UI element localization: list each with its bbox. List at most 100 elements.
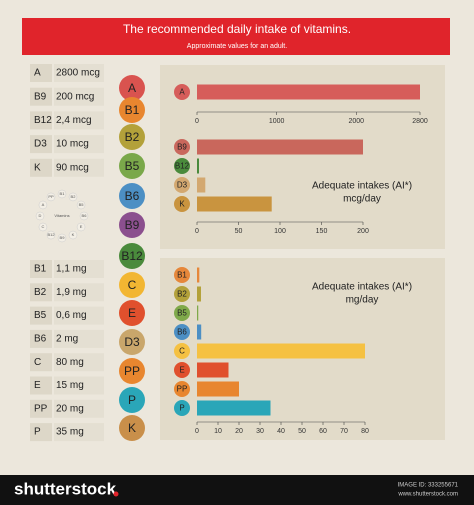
vitamin-circle-label: K xyxy=(128,421,136,435)
table-label: C xyxy=(34,357,41,368)
table-label-cell xyxy=(30,158,52,177)
table-label-cell xyxy=(30,64,52,82)
wheel-dot xyxy=(68,192,78,202)
category-circle xyxy=(174,177,190,193)
table-label: D3 xyxy=(34,139,47,150)
category-circle xyxy=(174,84,190,100)
category-label: B6 xyxy=(177,328,187,337)
table-value-cell xyxy=(54,111,104,130)
vitamin-circle xyxy=(119,358,145,384)
table-value-cell xyxy=(54,87,104,106)
table-label: B9 xyxy=(34,91,47,102)
category-label: D3 xyxy=(177,181,188,190)
table-label-cell xyxy=(30,87,52,106)
wheel-dot xyxy=(57,189,67,199)
bar xyxy=(197,305,199,321)
table-value-cell xyxy=(54,306,104,325)
wheel-label: C xyxy=(42,224,45,229)
header-title: The recommended daily intake of vitamins… xyxy=(123,22,351,36)
wheel-center: Vitamins xyxy=(54,213,69,218)
table-label: B2 xyxy=(34,287,47,298)
x-tick-label: 20 xyxy=(235,428,243,435)
wheel-label: B2 xyxy=(71,194,77,199)
bar xyxy=(197,177,206,193)
table-value-cell xyxy=(54,283,104,302)
table-value: 1,1 mg xyxy=(56,264,87,275)
x-tick-label: 50 xyxy=(235,228,243,235)
bar xyxy=(197,267,200,283)
vitamin-circle xyxy=(119,387,145,413)
vitamin-circle-label: PP xyxy=(124,364,140,378)
table-value-cell xyxy=(54,399,104,418)
category-circle xyxy=(174,305,190,321)
x-tick-label: 30 xyxy=(256,428,264,435)
footer-site: www.shutterstock.com xyxy=(397,492,458,498)
vitamin-circle xyxy=(119,212,145,238)
vitamin-circle-label: B2 xyxy=(125,130,140,144)
bar xyxy=(197,400,271,416)
table-label-cell xyxy=(30,283,52,302)
table-value: 1,9 mg xyxy=(56,287,87,298)
x-tick-label: 2000 xyxy=(348,118,364,125)
x-tick-label: 70 xyxy=(340,428,348,435)
table-label-cell xyxy=(30,111,52,130)
table-value-cell xyxy=(54,329,104,348)
table-label: P xyxy=(34,427,41,438)
vitamin-circle-label: E xyxy=(128,306,136,320)
wheel-dot xyxy=(46,192,56,202)
wheel-dot xyxy=(76,200,86,210)
bar xyxy=(197,158,199,174)
category-label: B12 xyxy=(175,162,190,171)
category-circle xyxy=(174,139,190,155)
category-label: B5 xyxy=(177,309,187,318)
category-circle xyxy=(174,324,190,340)
table-value: 2,4 mcg xyxy=(56,115,92,126)
category-label: E xyxy=(179,366,184,375)
table-label: B6 xyxy=(34,334,47,345)
category-label: B2 xyxy=(177,290,187,299)
bar xyxy=(197,196,272,212)
vitamin-circle xyxy=(119,300,145,326)
category-label: A xyxy=(179,88,185,97)
x-tick-label: 50 xyxy=(298,428,306,435)
wheel-dot xyxy=(38,222,48,232)
annotation: Adequate intakes (AI*) xyxy=(312,282,412,293)
table-value-cell xyxy=(54,158,104,177)
table-label-cell xyxy=(30,260,52,278)
annotation: mcg/day xyxy=(343,194,381,205)
x-tick-label: 100 xyxy=(274,228,286,235)
header-banner xyxy=(22,18,450,55)
panel xyxy=(160,65,445,141)
x-tick-label: 60 xyxy=(319,428,327,435)
wheel-dot xyxy=(57,233,67,243)
wheel-label: B9 xyxy=(60,235,66,240)
vitamin-circle-label: B5 xyxy=(125,159,140,173)
x-tick-label: 1000 xyxy=(269,118,285,125)
x-tick-label: 0 xyxy=(195,118,199,125)
table-label-cell xyxy=(30,399,52,418)
vitamin-circle-label: B6 xyxy=(125,189,140,203)
table-value: 10 mcg xyxy=(56,139,89,150)
table-value: 80 mg xyxy=(56,357,84,368)
table-label: A xyxy=(34,68,41,79)
wheel-label: K xyxy=(72,232,75,237)
table-label: B1 xyxy=(34,264,47,275)
wheel-dot xyxy=(79,211,89,221)
vitamin-circle-label: B12 xyxy=(121,249,143,263)
table-value: 0,6 mg xyxy=(56,310,87,321)
category-label: C xyxy=(179,347,185,356)
table-label: K xyxy=(34,162,41,173)
category-circle xyxy=(174,400,190,416)
x-tick-label: 2800 xyxy=(412,118,428,125)
table-value: 2800 mcg xyxy=(56,68,100,79)
vitamin-circle xyxy=(119,183,145,209)
wheel-dot xyxy=(46,230,56,240)
wheel-label: B5 xyxy=(79,202,85,207)
x-tick-label: 150 xyxy=(316,228,328,235)
vitamin-circle-label: D3 xyxy=(124,335,140,349)
category-circle xyxy=(174,362,190,378)
header-subtitle: Approximate values for an adult. xyxy=(187,43,287,50)
x-tick-label: 80 xyxy=(361,428,369,435)
